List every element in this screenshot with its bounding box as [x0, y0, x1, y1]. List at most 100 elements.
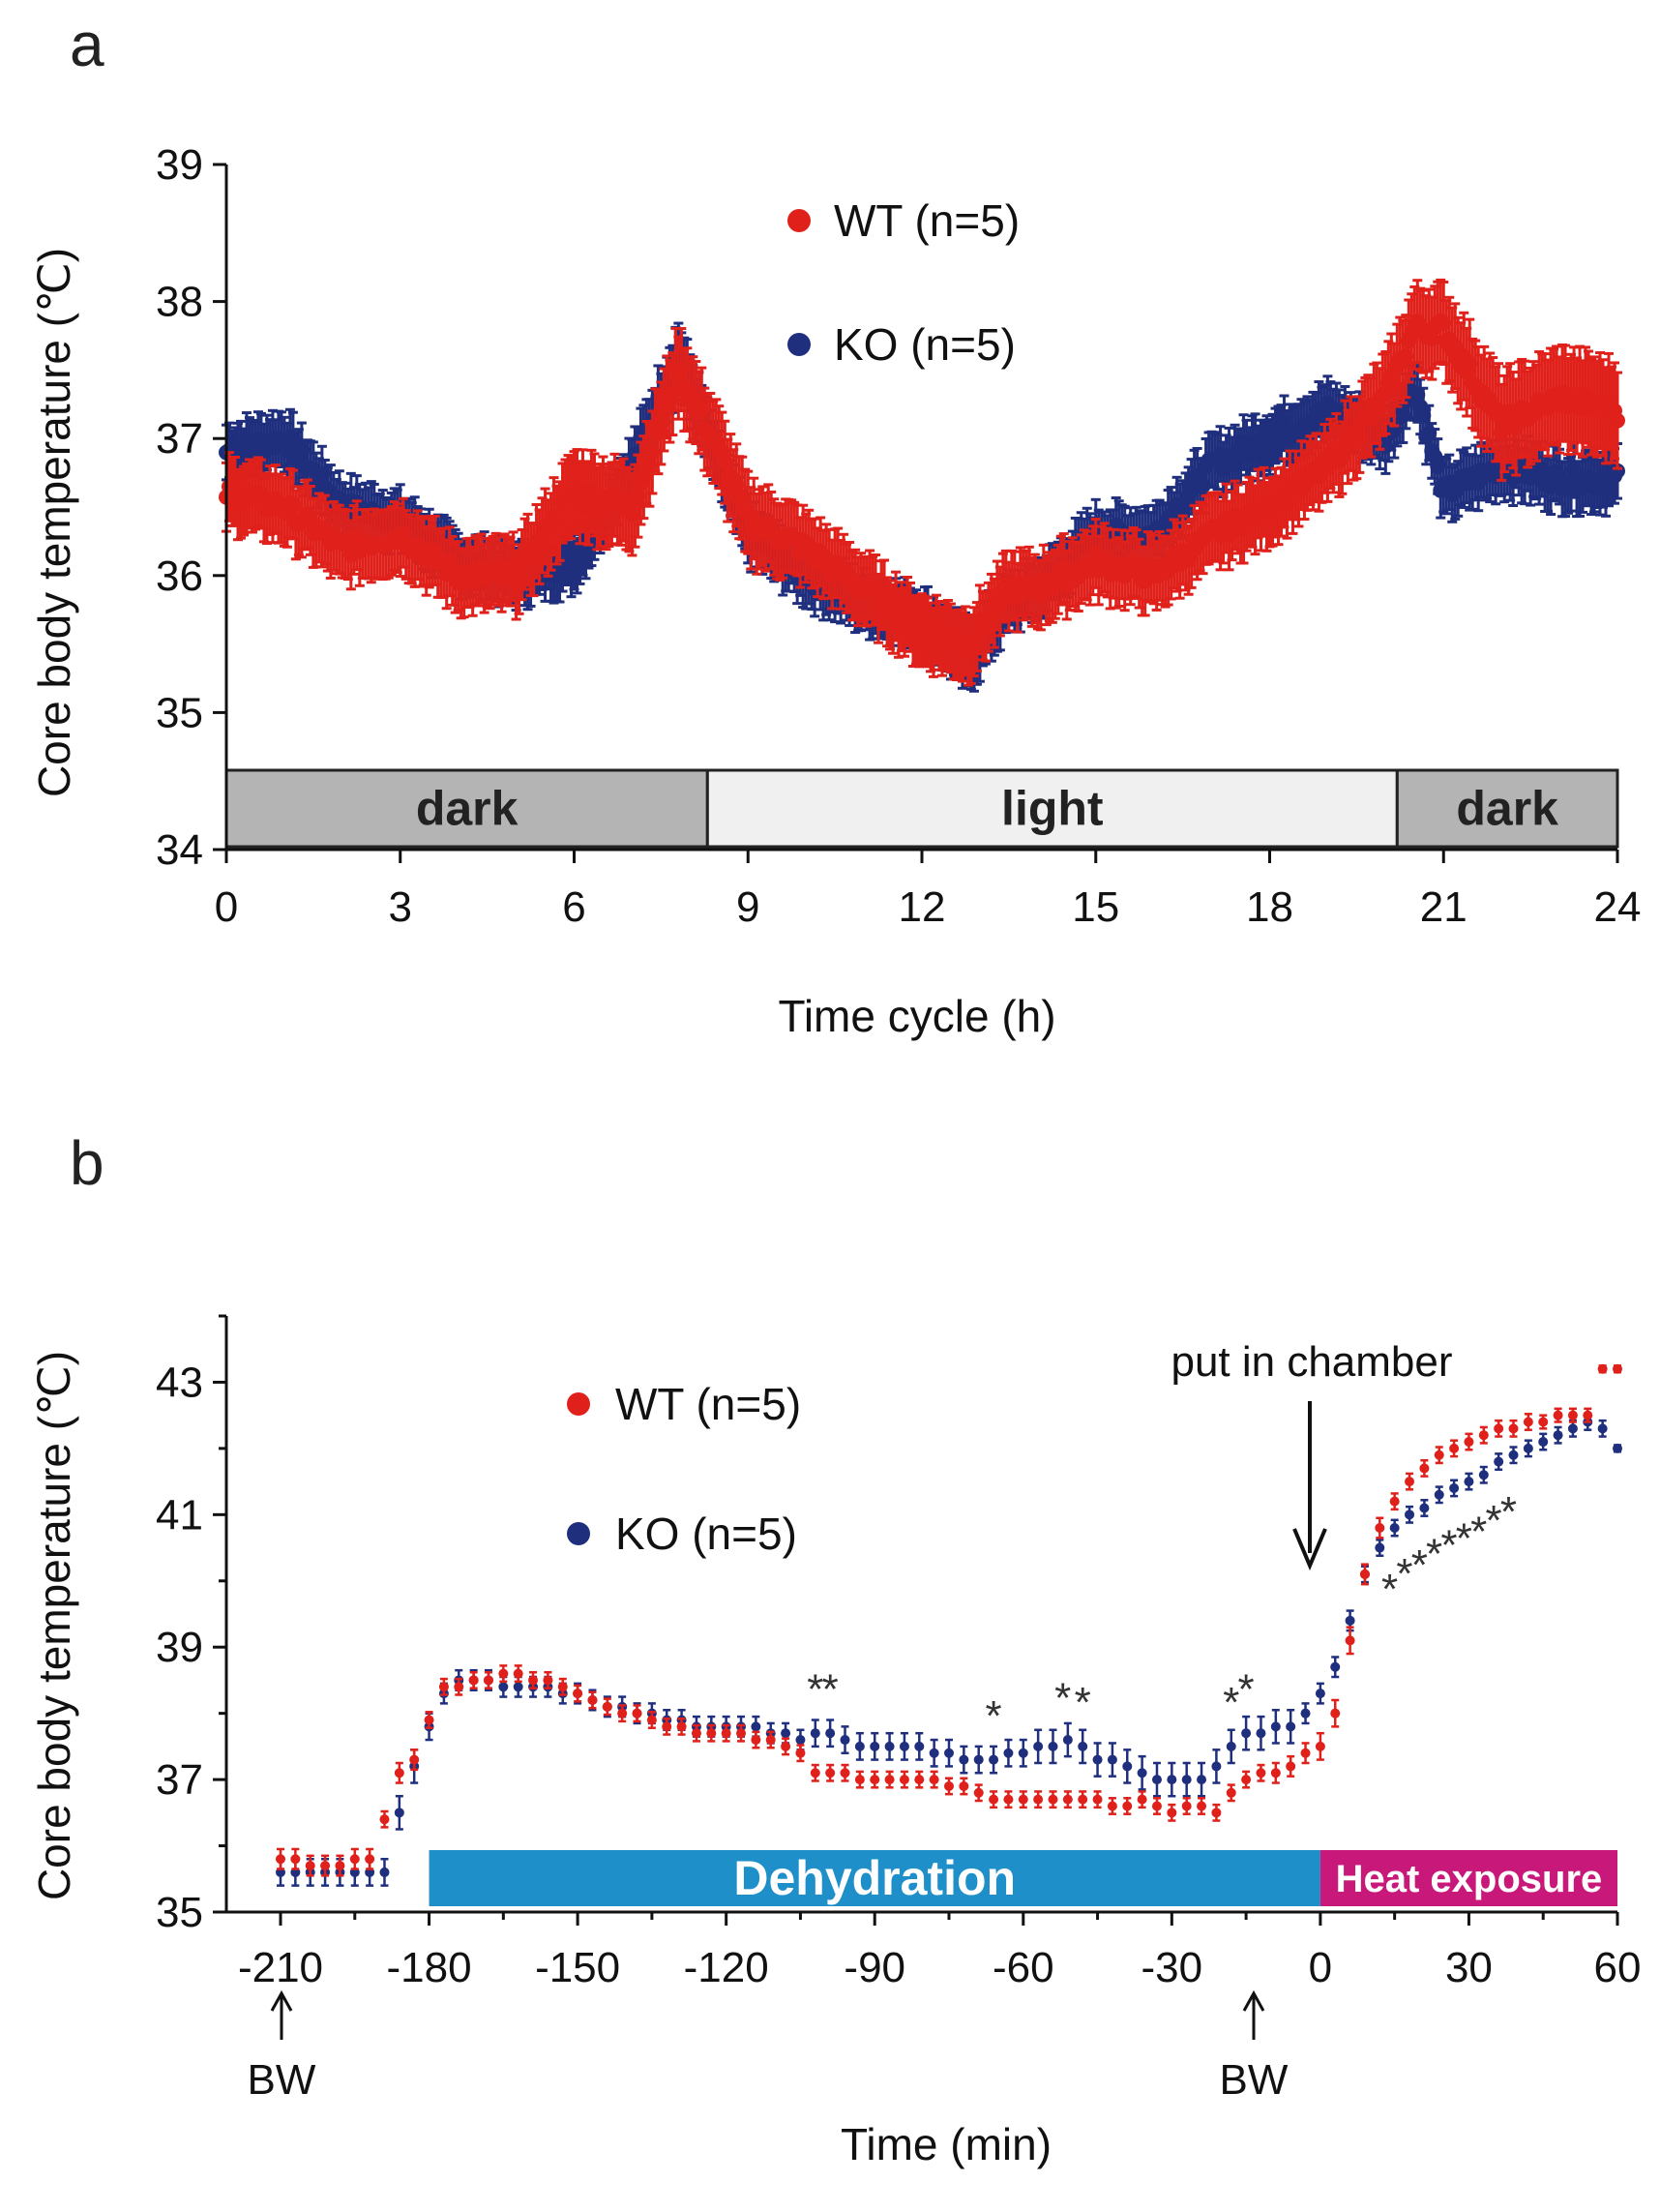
- data-point: [662, 1721, 672, 1732]
- data-point: [1270, 1721, 1281, 1732]
- legend-b-wt-label: WT (n=5): [615, 1379, 801, 1429]
- data-point: [870, 1741, 880, 1751]
- legend-b-ko-marker: [567, 1522, 590, 1545]
- phase-heat-exposure: [1319, 1850, 1617, 1906]
- data-point: [1494, 1423, 1504, 1434]
- phase-label-dark-2: dark: [1456, 782, 1558, 836]
- data-point: [1523, 1443, 1533, 1453]
- significance-star: *: [1456, 1514, 1472, 1562]
- data-point: [989, 1794, 999, 1805]
- data-point: [1211, 1761, 1222, 1772]
- data-point: [498, 1668, 509, 1679]
- data-point: [1107, 1801, 1117, 1811]
- data-point: [795, 1748, 806, 1758]
- data-point: [1449, 1482, 1460, 1493]
- data-point: [365, 1854, 375, 1865]
- y-tick-label: 36: [156, 553, 203, 600]
- data-point: [1478, 1430, 1489, 1441]
- panel-letter-a: a: [70, 10, 104, 79]
- significance-star: *: [1426, 1530, 1442, 1577]
- data-point: [1137, 1794, 1147, 1805]
- data-point: [854, 1775, 865, 1785]
- chart-a-xlabel: Time cycle (h): [778, 991, 1055, 1041]
- data-point: [691, 1728, 701, 1739]
- data-point: [349, 1854, 360, 1865]
- data-point: [1538, 1417, 1549, 1427]
- data-point: [870, 1775, 880, 1785]
- significance-star: *: [1054, 1675, 1071, 1722]
- legend-a-wt-marker: [787, 209, 811, 232]
- chart-b-legend: WT (n=5) KO (n=5): [567, 1379, 801, 1559]
- data-point: [632, 1708, 642, 1719]
- data-point: [1389, 1496, 1400, 1507]
- data-point: [810, 1768, 820, 1779]
- data-point: [1375, 1542, 1385, 1553]
- data-point: [1122, 1801, 1133, 1811]
- chart-a-legend: WT (n=5) KO (n=5): [787, 195, 1020, 370]
- series-b-wt: [276, 1363, 1622, 1877]
- data-point: [1226, 1741, 1236, 1751]
- x-tick-label: 12: [899, 883, 946, 931]
- legend-a-ko-marker: [787, 333, 811, 356]
- data-point: [1033, 1741, 1044, 1751]
- data-point: [320, 1861, 331, 1871]
- significance-star: *: [1440, 1521, 1457, 1569]
- data-point: [394, 1768, 404, 1779]
- data-point: [825, 1728, 836, 1739]
- x-tick-label: -60: [993, 1944, 1054, 1991]
- data-point: [854, 1741, 865, 1751]
- data-point: [1434, 1450, 1444, 1460]
- data-point: [1494, 1456, 1504, 1467]
- data-point: [1359, 1569, 1370, 1579]
- phase-dark-2: [1395, 768, 1619, 849]
- x-tick-label: 60: [1594, 1944, 1642, 1991]
- chart-a-ylabel: Core body temperature (℃): [29, 248, 79, 797]
- significance-star: *: [1500, 1488, 1517, 1536]
- data-point: [1018, 1794, 1028, 1805]
- data-point: [1419, 1503, 1430, 1513]
- data-point: [454, 1682, 464, 1692]
- x-tick-label: 9: [736, 883, 759, 931]
- x-tick-label: -180: [387, 1944, 472, 1991]
- data-point: [1613, 1443, 1622, 1453]
- data-point: [1048, 1794, 1058, 1805]
- data-point: [1553, 1410, 1563, 1420]
- data-point: [468, 1675, 479, 1686]
- data-point: [1345, 1635, 1355, 1646]
- data-point: [1256, 1728, 1266, 1739]
- data-point: [1300, 1708, 1311, 1719]
- data-point: [1434, 1489, 1444, 1500]
- legend-b-ko-label: KO (n=5): [615, 1509, 797, 1559]
- data-point: [973, 1754, 984, 1765]
- data-point: [736, 1728, 747, 1739]
- data-point: [1092, 1754, 1103, 1765]
- data-point: [899, 1741, 909, 1751]
- x-tick-label: 3: [389, 883, 412, 931]
- phase-label-dark-0: dark: [416, 782, 519, 836]
- x-tick-label: 15: [1072, 883, 1119, 931]
- data-point: [1197, 1801, 1207, 1811]
- data-point: [781, 1741, 791, 1751]
- data-point: [929, 1748, 939, 1758]
- data-point: [543, 1675, 553, 1686]
- x-tick-label: -90: [844, 1944, 905, 1991]
- data-point: [825, 1768, 836, 1779]
- x-tick-label: 30: [1445, 1944, 1493, 1991]
- data-point: [765, 1735, 776, 1746]
- data-point: [914, 1741, 925, 1751]
- phase-dark-0: [224, 768, 709, 849]
- data-point: [394, 1808, 404, 1818]
- data-point: [335, 1861, 345, 1871]
- x-tick-label: 21: [1420, 883, 1467, 931]
- data-point: [1033, 1794, 1044, 1805]
- chart-b: Dehydration Heat exposure 35 37 39 41 43 -210 -…: [29, 1314, 1642, 2169]
- data-point: [1597, 1363, 1608, 1374]
- data-point: [795, 1735, 806, 1746]
- data-point: [1167, 1775, 1177, 1785]
- significance-star: *: [1381, 1566, 1398, 1613]
- data-point: [276, 1854, 285, 1865]
- data-point: [1389, 1523, 1400, 1534]
- legend-b-wt-marker: [567, 1392, 590, 1416]
- data-point: [1553, 1430, 1563, 1441]
